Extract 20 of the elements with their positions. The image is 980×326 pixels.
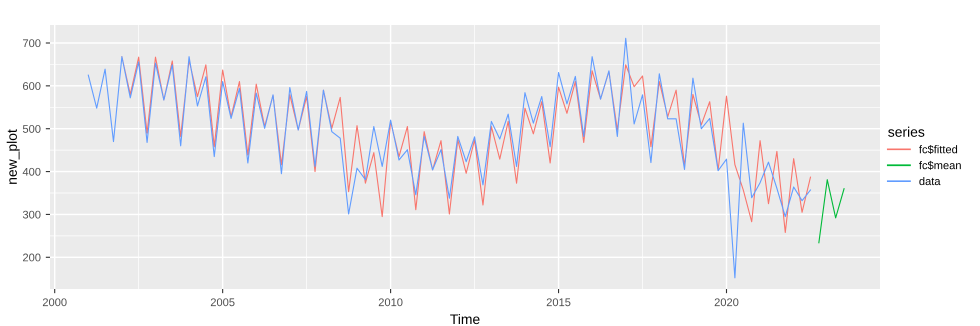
x-axis-title: Time [450, 314, 480, 324]
x-tick-label: 2010 [378, 298, 403, 306]
y-tick-label: 200 [22, 254, 41, 262]
x-tick-label: 2015 [546, 298, 570, 306]
legend-label: data [919, 176, 941, 186]
y-tick-label: 400 [22, 168, 41, 176]
x-tick-label: 2005 [210, 298, 235, 306]
legend-label: fc$mean [919, 160, 961, 170]
y-tick-label: 500 [22, 124, 41, 133]
y-tick-label: 700 [23, 39, 41, 48]
y-axis-title: new_plot [6, 129, 20, 184]
y-tick-label: 600 [23, 82, 41, 90]
x-tick-label: 2020 [714, 298, 738, 306]
y-tick-label: 300 [22, 210, 41, 219]
x-tick-label: 2000 [42, 298, 67, 306]
legend-title: series [888, 126, 924, 137]
legend-label: fc$fitted [919, 144, 958, 154]
line-series [818, 179, 845, 244]
line-series [121, 56, 812, 233]
line-series [88, 38, 812, 278]
